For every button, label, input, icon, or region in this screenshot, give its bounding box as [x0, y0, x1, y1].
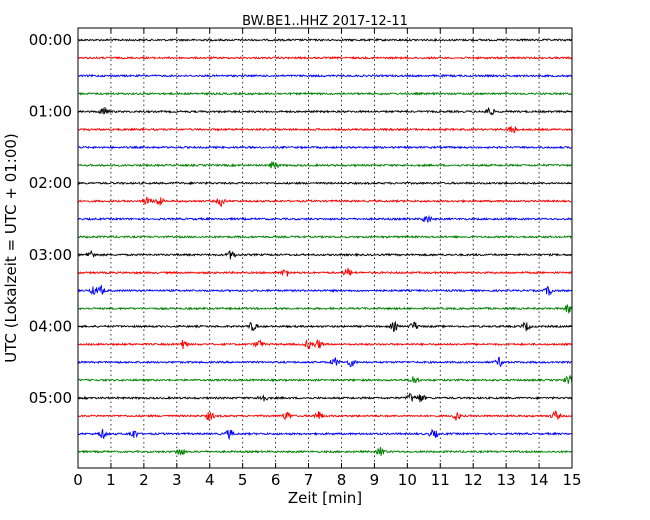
x-tick-label-15: 15: [562, 471, 581, 489]
seismogram-traces: [77, 37, 573, 457]
grid-lines: [110, 28, 540, 468]
trace-13: [77, 267, 573, 277]
trace-12: [77, 250, 573, 260]
trace-22: [77, 428, 573, 441]
trace-11: [77, 234, 572, 240]
trace-16: [77, 320, 573, 332]
trace-4: [77, 106, 573, 116]
y-tick-label-05:00: 05:00: [29, 389, 72, 407]
trace-23: [77, 446, 572, 457]
x-tick-label-10: 10: [398, 471, 417, 489]
x-tick-label-4: 4: [205, 471, 215, 489]
chart-title: BW.BE1..HHZ 2017-12-11: [242, 14, 408, 29]
y-tick-label-04:00: 04:00: [29, 317, 72, 335]
x-tick-label-12: 12: [464, 471, 483, 489]
y-axis-ticks: 00:00 01:00 02:00 03:00 04:00 05:00: [29, 31, 572, 407]
trace-2: [77, 73, 573, 78]
x-tick-label-13: 13: [497, 471, 516, 489]
x-tick-label-0: 0: [73, 471, 83, 489]
trace-17: [77, 338, 573, 350]
trace-9: [77, 196, 572, 208]
y-tick-label-01:00: 01:00: [29, 103, 72, 121]
x-axis-label: Zeit [min]: [288, 489, 362, 507]
y-tick-label-03:00: 03:00: [29, 246, 72, 264]
trace-18: [77, 356, 572, 368]
y-tick-label-02:00: 02:00: [29, 174, 72, 192]
trace-8: [77, 181, 572, 186]
trace-10: [77, 214, 573, 223]
plot-frame: [77, 27, 573, 469]
trace-0: [77, 37, 573, 43]
x-tick-label-2: 2: [139, 471, 149, 489]
x-tick-label-1: 1: [106, 471, 116, 489]
trace-14: [77, 284, 573, 296]
x-tick-label-14: 14: [530, 471, 549, 489]
x-tick-label-6: 6: [271, 471, 281, 489]
trace-19: [77, 374, 573, 384]
x-tick-label-8: 8: [337, 471, 347, 489]
x-tick-label-3: 3: [172, 471, 182, 489]
x-tick-label-5: 5: [238, 471, 248, 489]
trace-1: [77, 55, 573, 60]
x-tick-label-9: 9: [370, 471, 380, 489]
trace-20: [77, 392, 573, 403]
y-tick-label-00:00: 00:00: [29, 31, 72, 49]
trace-15: [77, 303, 573, 314]
y-axis-label: UTC (Lokalzeit = UTC + 01:00): [2, 133, 20, 363]
trace-7: [77, 161, 573, 170]
x-axis-ticks: 0 1 2 3 4 5 6 7 8 9 10 11 12 13 14 15: [73, 28, 582, 489]
trace-6: [77, 145, 572, 150]
x-tick-label-11: 11: [431, 471, 450, 489]
trace-3: [77, 91, 573, 96]
trace-21: [77, 410, 573, 421]
x-tick-label-7: 7: [304, 471, 314, 489]
trace-5: [77, 125, 573, 134]
